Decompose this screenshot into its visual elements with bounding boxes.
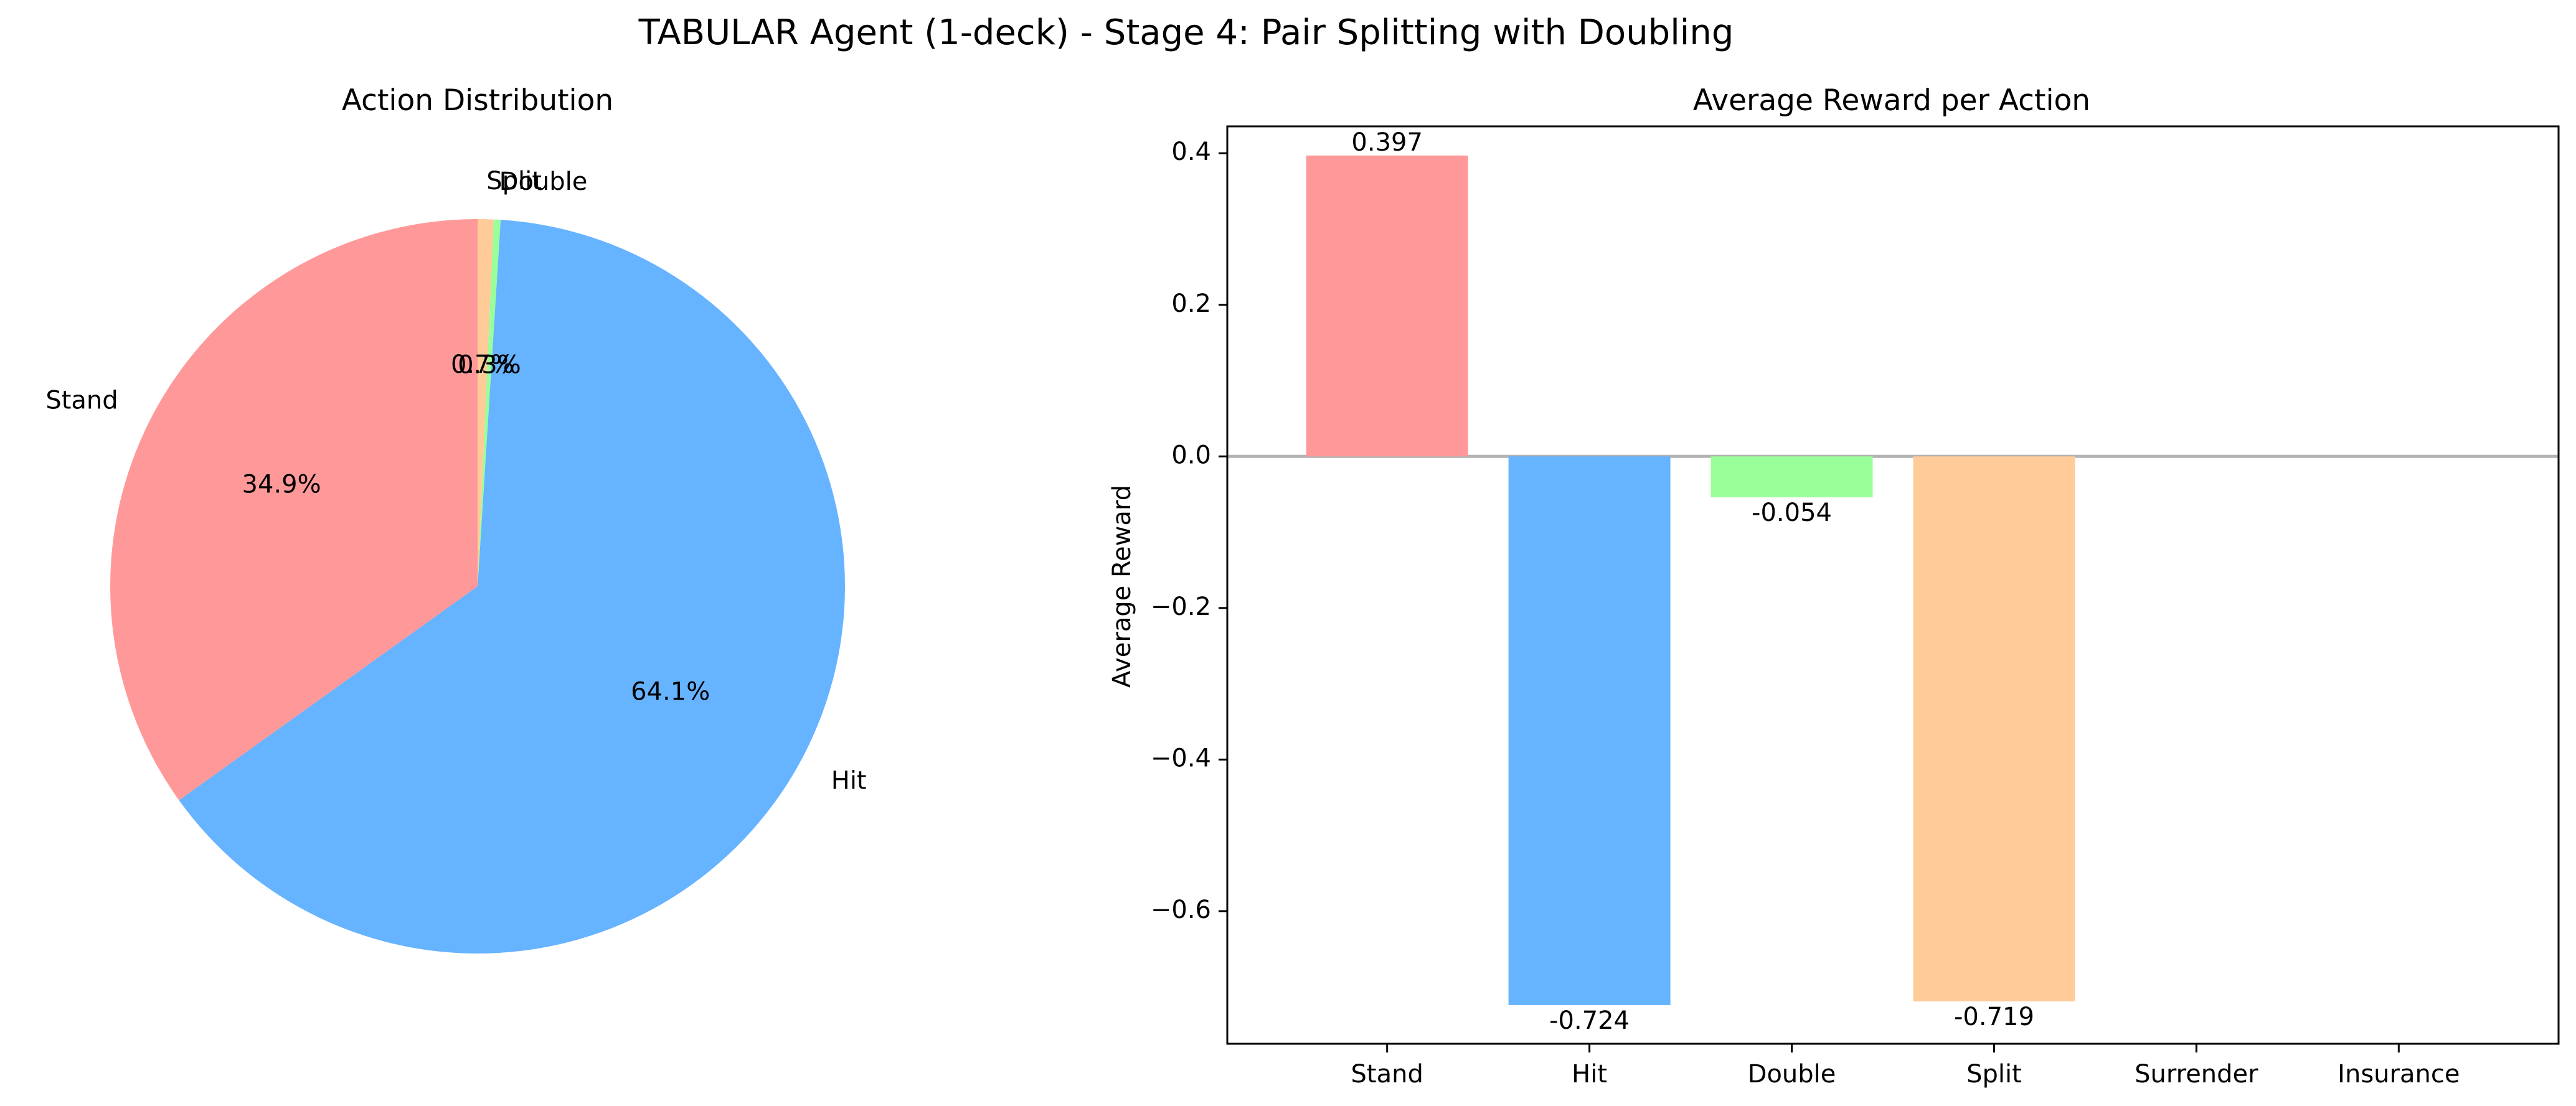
y-axis-label: Average Reward — [1108, 485, 1136, 688]
pie-label-stand: Stand — [45, 387, 118, 415]
y-tick-label: 0.2 — [1171, 289, 1211, 318]
pie-label-split: Split — [486, 167, 542, 195]
bar-stand — [1306, 155, 1468, 457]
pie-label-hit: Hit — [831, 766, 867, 795]
pie-pct-hit: 64.1% — [631, 678, 710, 706]
pie-pct-double: 0.3% — [458, 351, 521, 380]
pie-label-double: Double — [499, 167, 588, 196]
bar-value-double: -0.054 — [1752, 499, 1832, 527]
y-tick-label: 0.4 — [1171, 138, 1211, 166]
bar-split — [1913, 456, 2075, 1001]
pie-labels: Stand 34.9% Hit 64.1% Double 0.3% Split 0.7% — [45, 167, 866, 795]
pie-title: Action Distribution — [342, 83, 613, 118]
y-tick-label: 0.0 — [1171, 441, 1211, 469]
bar-chart: Average Reward per Action Average Reward… — [1108, 83, 2560, 1089]
bar-value-stand: 0.397 — [1351, 128, 1423, 157]
x-tick-label-surrender: Surrender — [2135, 1060, 2258, 1089]
pie-pct-stand: 34.9% — [242, 470, 321, 499]
pie-slice-double — [478, 219, 501, 586]
figure-title: TABULAR Agent (1-deck) - Stage 4: Pair S… — [638, 12, 1734, 53]
plot-frame — [1226, 125, 2560, 1045]
bar-value-split: -0.719 — [1954, 1003, 2034, 1031]
pie-slices — [110, 219, 845, 954]
x-tick-label-insurance: Insurance — [2338, 1060, 2460, 1089]
x-tick-label-split: Split — [1966, 1060, 2022, 1089]
y-tick-label: −0.6 — [1151, 896, 1211, 924]
x-tick-label-hit: Hit — [1572, 1060, 1607, 1089]
bar-value-labels: 0.397 -0.724 -0.054 -0.719 — [1351, 128, 2034, 1035]
pie-chart: Action Distribution Stand 34.9% Hit 64.1% Do… — [45, 83, 867, 954]
x-tick-label-stand: Stand — [1351, 1060, 1423, 1089]
y-tick-label: −0.4 — [1151, 744, 1211, 772]
bar-value-hit: -0.724 — [1549, 1006, 1630, 1035]
pie-slice-stand — [110, 219, 478, 800]
y-tick-label: −0.2 — [1151, 593, 1211, 621]
y-axis-ticks: −0.6 −0.4 −0.2 0.0 0.2 0.4 — [1151, 138, 1227, 924]
x-tick-label-double: Double — [1748, 1060, 1836, 1089]
pie-slice-split — [478, 219, 494, 586]
bars — [1227, 155, 2559, 1005]
bar-double — [1710, 456, 1873, 498]
x-axis-ticks: Stand Hit Double Split Surrender Insurance — [1351, 1044, 2460, 1089]
bar-title: Average Reward per Action — [1693, 83, 2090, 118]
pie-pct-split: 0.7% — [451, 350, 514, 379]
bar-hit — [1508, 456, 1671, 1005]
pie-slice-hit — [179, 220, 845, 954]
